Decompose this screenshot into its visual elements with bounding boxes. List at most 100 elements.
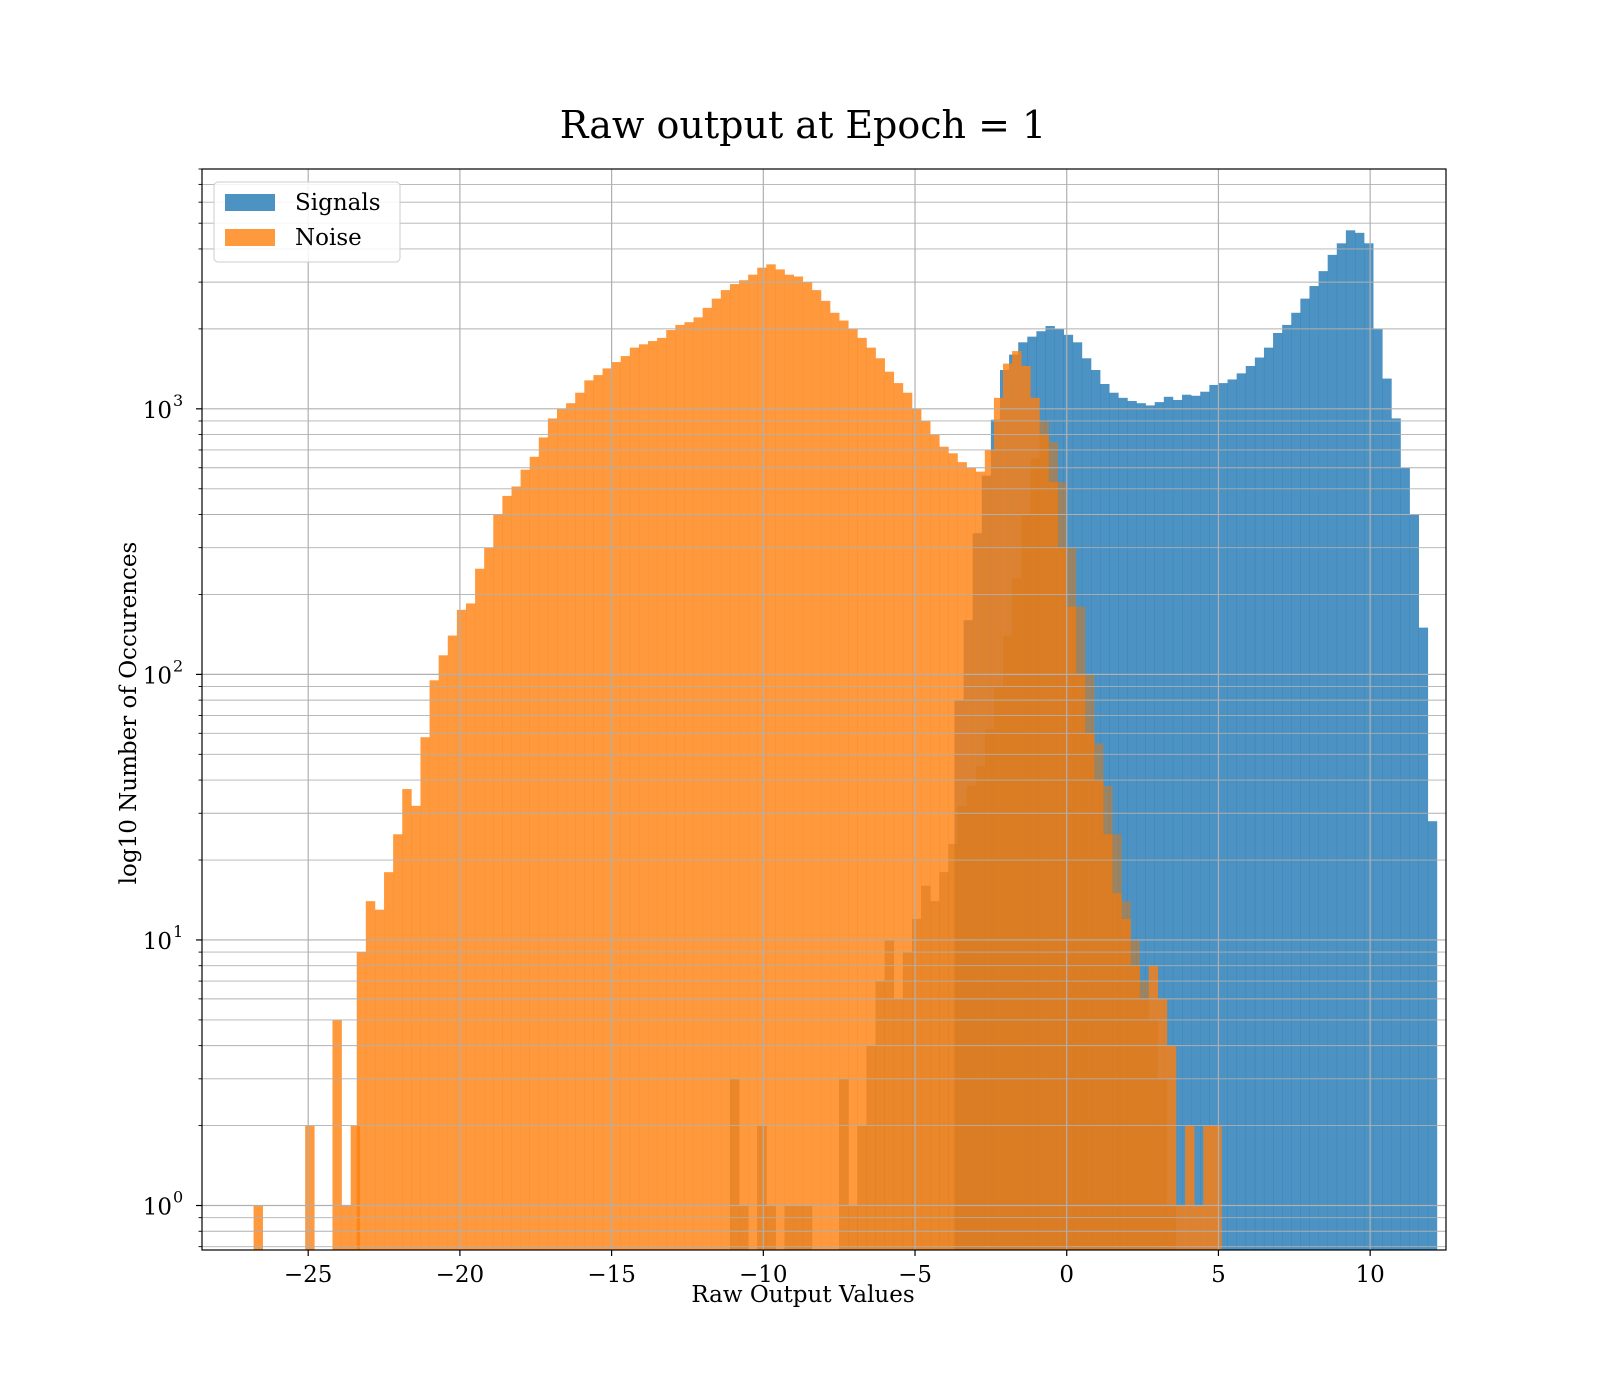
noise-bar <box>557 408 567 1251</box>
signals-bar <box>1282 324 1292 1250</box>
noise-bar <box>602 368 612 1250</box>
noise-bar <box>648 341 658 1250</box>
noise-overlap-bar <box>875 981 885 1250</box>
noise-bar <box>1212 1125 1222 1250</box>
noise-overlap-bar <box>993 686 1004 1250</box>
noise-bar <box>848 328 858 1250</box>
noise-overlap-bar <box>1130 939 1140 1250</box>
noise-bar <box>748 274 758 1250</box>
y-tick-label: 10 <box>143 1195 172 1221</box>
x-tick-label: −20 <box>436 1262 485 1288</box>
noise-bar <box>393 834 403 1250</box>
noise-bar <box>720 290 731 1251</box>
x-tick-label: 0 <box>1059 1262 1074 1288</box>
signals-bar <box>1254 357 1265 1250</box>
noise-overlap-bar <box>1139 981 1149 1250</box>
signals-bar <box>1163 396 1174 1250</box>
noise-bar <box>566 403 576 1250</box>
noise-overlap-bar <box>839 1078 849 1250</box>
signals-bar <box>1136 403 1146 1250</box>
y-tick-label: 10 <box>143 398 172 424</box>
noise-overlap-bar <box>957 805 967 1250</box>
noise-overlap-bar <box>1066 547 1077 1250</box>
noise-bar <box>666 330 676 1250</box>
noise-bar <box>575 392 585 1251</box>
noise-overlap-bar <box>984 729 995 1250</box>
signals-bar <box>1364 243 1374 1250</box>
noise-overlap-bar <box>848 1205 858 1250</box>
noise-overlap-bar <box>1039 420 1049 1251</box>
noise-bar <box>921 420 931 1251</box>
noise-bar <box>502 495 512 1250</box>
noise-bar <box>429 680 439 1250</box>
noise-overlap-bar <box>766 1205 776 1250</box>
noise-bar <box>438 655 449 1250</box>
noise-overlap-bar <box>921 885 931 1250</box>
noise-bar <box>884 371 895 1250</box>
signals-bar <box>1182 394 1192 1251</box>
signals-bar <box>1245 365 1256 1251</box>
signals-bar <box>1418 627 1429 1250</box>
noise-bar <box>529 456 540 1250</box>
signals-bar <box>1118 397 1128 1251</box>
axes-frame <box>201 168 1447 1251</box>
noise-bar <box>305 1125 315 1250</box>
noise-bar <box>611 362 622 1250</box>
noise-overlap-bar <box>1030 458 1040 1250</box>
signals-bar <box>1345 230 1356 1251</box>
noise-overlap-bar <box>902 952 913 1250</box>
noise-bar <box>493 514 503 1250</box>
noise-bar <box>638 344 649 1250</box>
noise-bar <box>866 347 876 1250</box>
noise-overlap-bar <box>1003 635 1013 1250</box>
y-tick-label: 10 <box>143 929 172 955</box>
noise-bar <box>593 375 603 1250</box>
y-tick-exponent: 1 <box>173 922 183 941</box>
noise-bar <box>729 284 740 1250</box>
noise-bar <box>684 322 694 1250</box>
x-tick-label: 5 <box>1211 1262 1226 1288</box>
signals-bar <box>1191 395 1201 1250</box>
noise-bar <box>475 568 485 1250</box>
signals-bar <box>1218 383 1228 1251</box>
y-tick-exponent: 0 <box>173 1188 183 1207</box>
noise-bar <box>253 1205 263 1250</box>
noise-bar <box>711 298 722 1250</box>
noise-overlap-bar <box>1084 674 1095 1250</box>
noise-overlap-bar <box>1048 442 1058 1250</box>
noise-bar <box>620 356 631 1250</box>
signals-bar <box>1291 312 1301 1250</box>
noise-bar <box>584 380 594 1250</box>
signals-bar <box>1409 514 1419 1250</box>
noise-overlap-bar <box>866 1045 876 1250</box>
signals-bar <box>1300 298 1310 1250</box>
legend: Signals Noise <box>213 181 401 263</box>
signals-bar <box>1427 821 1438 1250</box>
noise-overlap-bar <box>975 766 986 1250</box>
legend-swatch-signals <box>225 194 275 211</box>
noise-bar <box>629 347 640 1250</box>
signals-bar <box>1236 373 1247 1250</box>
noise-bar <box>1166 1045 1177 1250</box>
x-axis-label: Raw Output Values <box>691 1282 914 1308</box>
noise-bar <box>374 909 385 1250</box>
noise-bar <box>1185 1125 1195 1250</box>
signals-bar <box>1209 384 1219 1250</box>
noise-overlap-bar <box>1075 606 1086 1250</box>
signals-bar <box>1400 467 1410 1250</box>
x-tick-label: 10 <box>1356 1262 1385 1288</box>
noise-bar <box>693 317 703 1250</box>
x-tick-label: −10 <box>739 1262 788 1288</box>
noise-bar <box>1175 1205 1186 1250</box>
noise-bar <box>1194 1205 1204 1250</box>
noise-bar <box>830 312 840 1250</box>
noise-bar <box>930 434 940 1250</box>
noise-overlap-bar <box>1166 1205 1177 1250</box>
noise-bar <box>350 1125 361 1250</box>
noise-bar <box>757 267 767 1250</box>
noise-overlap-bar <box>1021 514 1031 1250</box>
signals-bar <box>1172 399 1183 1250</box>
noise-overlap-bar <box>1094 743 1104 1250</box>
noise-bar <box>356 952 367 1250</box>
